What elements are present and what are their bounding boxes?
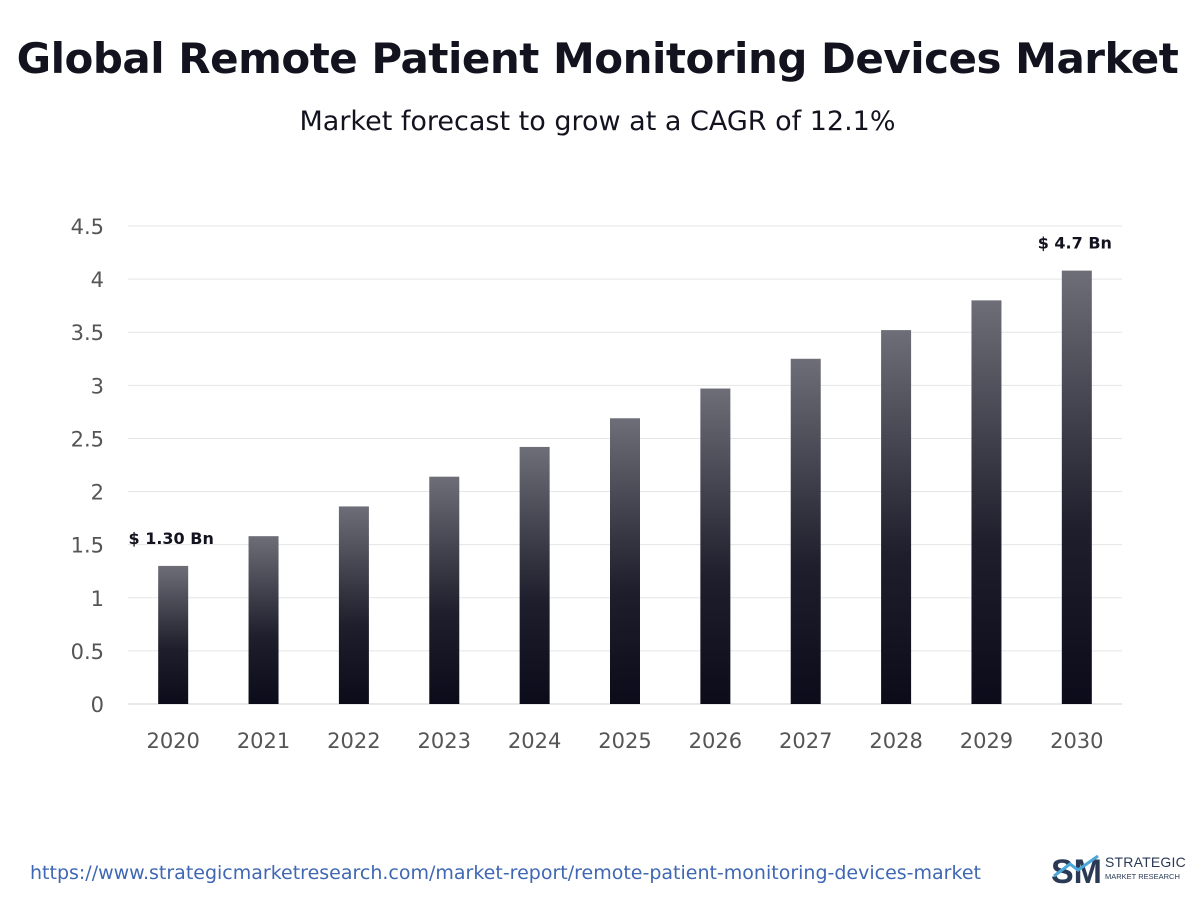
- x-tick-label: 2029: [960, 729, 1013, 753]
- x-tick-label: 2020: [146, 729, 199, 753]
- y-tick-label: 1: [91, 587, 104, 611]
- x-axis-ticks: 2020 2021 2022 2023 2024 2025 2026 2027 2028 2029…: [146, 729, 1103, 753]
- y-tick-label: 2: [91, 481, 104, 505]
- chart-title: Global Remote Patient Monitoring Devices…: [16, 34, 1179, 83]
- bars: [158, 270, 1092, 704]
- bar-2030: [1061, 270, 1092, 704]
- bar-2029: [971, 300, 1002, 704]
- x-tick-label: 2027: [779, 729, 832, 753]
- y-tick-label: 0.5: [71, 640, 104, 664]
- x-tick-label: 2026: [689, 729, 742, 753]
- bar-2021: [248, 536, 279, 704]
- logo-line-1: STRATEGIC: [1105, 854, 1186, 870]
- x-tick-label: 2021: [237, 729, 290, 753]
- data-labels: $ 1.30 Bn $ 4.7 Bn: [129, 234, 1112, 548]
- bar-2023: [429, 476, 460, 704]
- y-tick-label: 1.5: [71, 534, 104, 558]
- y-tick-label: 0: [91, 693, 104, 717]
- chart-subtitle: Market forecast to grow at a CAGR of 12.…: [299, 106, 896, 137]
- data-label: $ 4.7 Bn: [1038, 234, 1112, 253]
- bar-2024: [519, 446, 550, 704]
- x-tick-label: 2024: [508, 729, 561, 753]
- x-tick-label: 2022: [327, 729, 380, 753]
- x-tick-label: 2025: [598, 729, 651, 753]
- bar-2025: [610, 418, 640, 704]
- bar-2020: [158, 565, 189, 704]
- bar-2028: [881, 330, 912, 704]
- bar-chart: 00.511.522.533.544.5 2020 2021 2022 2023 202…: [71, 215, 1122, 753]
- logo-wordmark: STRATEGIC MARKET RESEARCH: [1105, 855, 1186, 881]
- sm-logo-icon: SM: [1051, 853, 1102, 888]
- source-link[interactable]: https://www.strategicmarketresearch.com/…: [30, 862, 981, 884]
- y-tick-label: 3.5: [71, 321, 104, 345]
- bar-2022: [338, 506, 369, 704]
- bar-2027: [790, 358, 821, 704]
- company-logo: SM STRATEGIC MARKET RESEARCH: [1050, 852, 1186, 888]
- x-tick-label: 2023: [418, 729, 471, 753]
- y-tick-label: 3: [91, 374, 104, 398]
- y-tick-label: 4: [91, 268, 104, 292]
- x-tick-label: 2030: [1050, 729, 1103, 753]
- x-tick-label: 2028: [869, 729, 922, 753]
- bar-2026: [700, 388, 731, 704]
- logo-line-2: MARKET RESEARCH: [1105, 872, 1180, 881]
- data-label: $ 1.30 Bn: [129, 529, 214, 548]
- y-tick-label: 2.5: [71, 427, 104, 451]
- y-axis-ticks: 0 0.5 1 1.5 2 2.5 3 3.5 4 4.5: [71, 215, 104, 717]
- y-tick-label: 4.5: [71, 215, 104, 239]
